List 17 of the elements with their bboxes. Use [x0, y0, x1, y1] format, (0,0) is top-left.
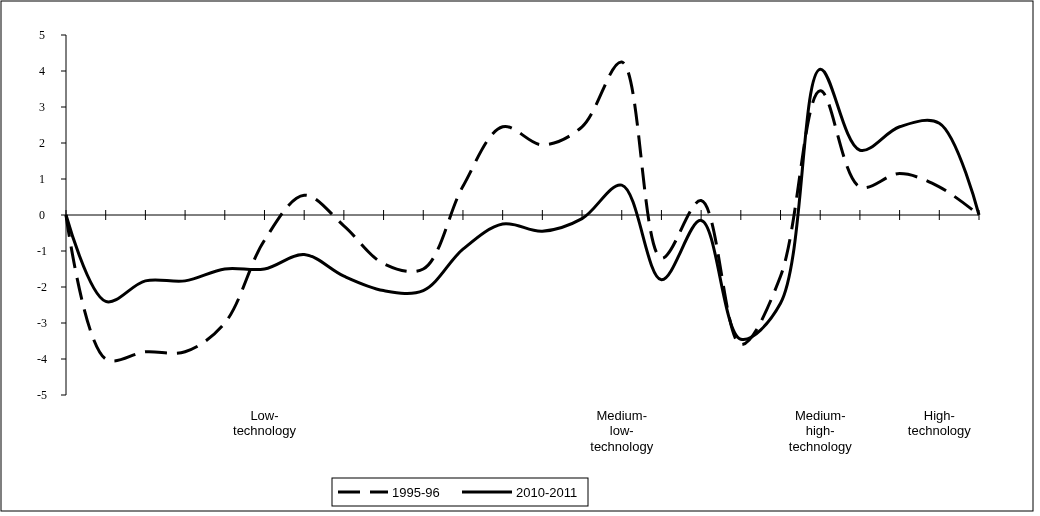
y-tick-label: 4: [39, 64, 45, 79]
y-tick-label: -1: [37, 244, 47, 259]
x-tick-label: Low-technology: [233, 407, 297, 439]
y-tick-label: -4: [37, 352, 47, 367]
y-tick-label: -3: [37, 316, 47, 331]
y-tick-label: 5: [39, 28, 45, 43]
y-tick-label: -2: [37, 280, 47, 295]
legend-label: 2010-2011: [516, 484, 578, 500]
y-tick-label: 2: [39, 136, 45, 151]
y-tick-label: 1: [39, 172, 45, 187]
x-tick-label: Medium-high-technology: [788, 407, 853, 454]
x-tick-label: High-technology: [907, 407, 972, 439]
y-tick-label: 3: [39, 100, 45, 115]
y-tick-label: -5: [37, 388, 47, 403]
x-tick-label: Medium-low-technology: [590, 407, 654, 454]
y-tick-label: 0: [39, 208, 45, 223]
legend-label: 1995-96: [392, 484, 440, 500]
